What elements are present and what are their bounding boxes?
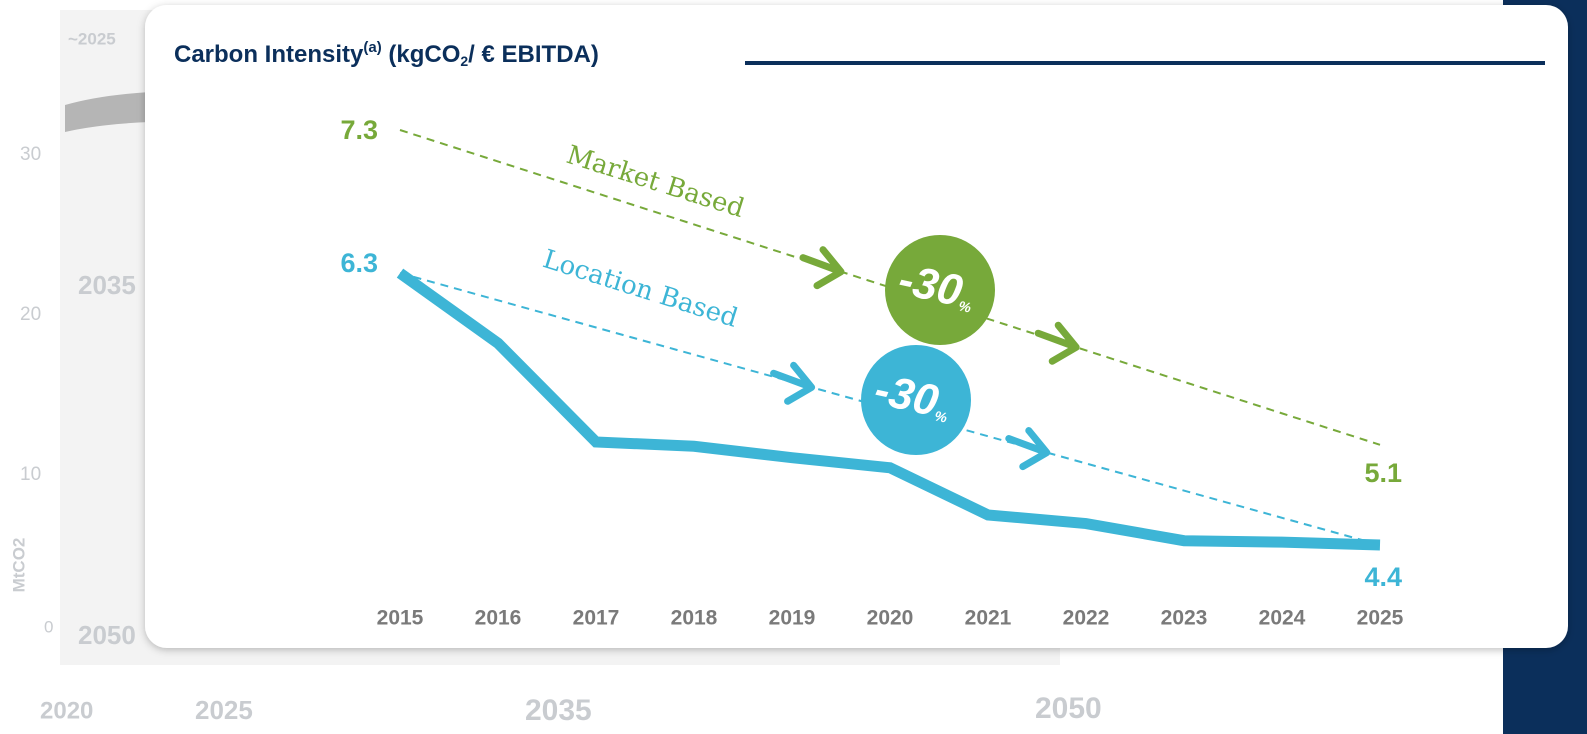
badge-unit: % xyxy=(933,407,949,425)
badge-text: -30% xyxy=(894,254,979,318)
background-text: 0 xyxy=(44,617,53,636)
arrow xyxy=(1005,427,1051,471)
x-tick-label: 2019 xyxy=(769,607,816,630)
background-text: 2020 xyxy=(40,697,93,724)
background-text: 30 xyxy=(20,144,41,165)
background-text: 2050 xyxy=(1035,692,1102,725)
series-line xyxy=(396,268,1381,551)
background-text: 2035 xyxy=(78,270,136,300)
arrow xyxy=(799,246,845,290)
title-part: 2 xyxy=(460,53,468,69)
title-part: (kgCO xyxy=(382,41,461,68)
x-tick-label: 2021 xyxy=(965,607,1012,630)
x-tick-label: 2016 xyxy=(475,607,522,630)
x-tick-label: 2023 xyxy=(1161,607,1208,630)
background-text: ~2025 xyxy=(68,29,116,48)
arrow xyxy=(770,361,816,405)
background-text: 2035 xyxy=(525,694,592,727)
badge xyxy=(885,235,995,345)
data-label: 6.3 xyxy=(340,248,378,278)
x-tick-label: 2017 xyxy=(573,607,620,630)
arrow xyxy=(1034,321,1080,365)
x-tick-label: 2025 xyxy=(1357,607,1404,630)
x-tick-label: 2022 xyxy=(1063,607,1110,630)
background-text: 2025 xyxy=(195,695,253,725)
title-part: / € EBITDA) xyxy=(468,41,599,68)
title-part: Carbon Intensity xyxy=(174,41,364,68)
x-tick-label: 2018 xyxy=(671,607,718,630)
title-part: (a) xyxy=(363,39,381,56)
data-label: 7.3 xyxy=(340,115,378,145)
x-tick-label: 2024 xyxy=(1259,607,1306,630)
chart-title: Carbon Intensity(a) (kgCO2/ € EBITDA) xyxy=(174,39,599,69)
card xyxy=(145,5,1568,648)
background-text: 20 xyxy=(20,304,41,325)
badge-unit: % xyxy=(957,297,973,315)
background-text: 10 xyxy=(20,464,41,485)
background-text: MtCO2 xyxy=(9,538,28,593)
background-text: 2050 xyxy=(78,620,136,650)
x-tick-label: 2015 xyxy=(377,607,424,630)
trend-line xyxy=(399,129,1381,446)
x-tick-label: 2020 xyxy=(867,607,914,630)
back-shape xyxy=(65,92,150,132)
badge-text: -30% xyxy=(870,364,955,428)
data-label: 5.1 xyxy=(1364,458,1402,488)
data-label: 4.4 xyxy=(1364,562,1402,592)
badge xyxy=(861,345,971,455)
